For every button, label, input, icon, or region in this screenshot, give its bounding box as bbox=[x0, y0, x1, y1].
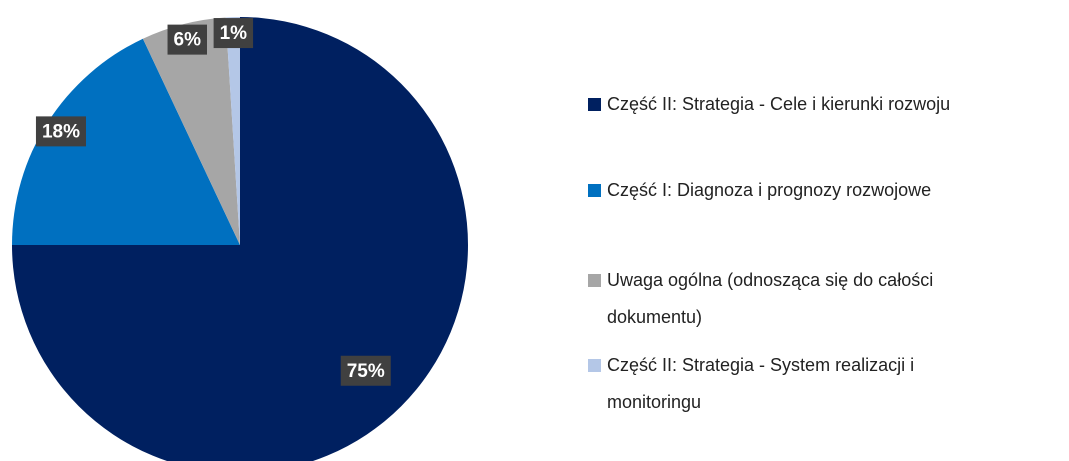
data-label-text: 18% bbox=[42, 121, 80, 142]
pie-slice bbox=[142, 17, 240, 245]
data-label-box bbox=[35, 116, 86, 147]
legend-label: Część I: Diagnoza i prognozy rozwojowe bbox=[607, 180, 932, 200]
legend-item: Część II: Strategia - Cele i kierunki ro… bbox=[588, 86, 1058, 123]
data-label-text: 6% bbox=[174, 30, 202, 51]
legend-label: Część II: Strategia - Cele i kierunki ro… bbox=[607, 94, 951, 114]
data-label-box bbox=[167, 24, 208, 55]
legend-label: Część II: Strategia - System realizacji … bbox=[607, 355, 915, 412]
legend-swatch bbox=[588, 359, 601, 372]
data-label: 1% bbox=[213, 18, 254, 49]
legend-swatch bbox=[588, 184, 601, 197]
pie-slice bbox=[12, 38, 240, 245]
data-label: 75% bbox=[340, 355, 391, 386]
pie-slice bbox=[12, 17, 468, 461]
legend-label: Uwaga ogólna (odnosząca się do całości d… bbox=[607, 270, 934, 327]
data-label: 18% bbox=[35, 116, 86, 147]
legend-swatch bbox=[588, 274, 601, 287]
legend-item: Część I: Diagnoza i prognozy rozwojowe bbox=[588, 172, 1058, 209]
pie-slice bbox=[225, 17, 240, 245]
legend-item: Uwaga ogólna (odnosząca się do całości d… bbox=[588, 262, 968, 336]
data-label-text: 1% bbox=[220, 23, 248, 44]
data-label-text: 75% bbox=[347, 361, 385, 382]
data-label-box bbox=[340, 355, 391, 386]
legend-swatch bbox=[588, 98, 601, 111]
legend-item: Część II: Strategia - System realizacji … bbox=[588, 347, 948, 421]
data-label: 6% bbox=[167, 24, 208, 55]
data-label-box bbox=[213, 18, 254, 49]
